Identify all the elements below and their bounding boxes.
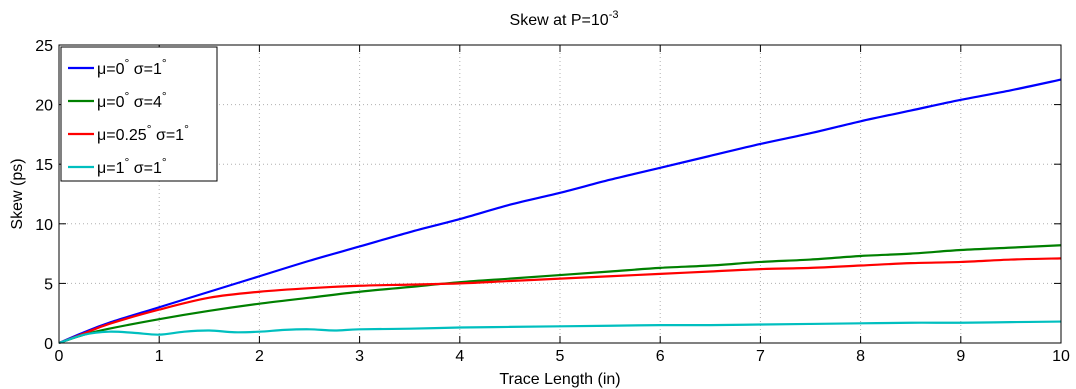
chart-title-main: Skew at P=10 <box>510 12 609 29</box>
y-axis-label: Skew (ps) <box>9 158 26 229</box>
series-lines <box>58 78 1062 345</box>
y-tick-label: 10 <box>35 217 53 234</box>
x-tick-label: 7 <box>756 348 765 365</box>
y-tick-label: 20 <box>35 98 53 115</box>
axis-ticks: 0 1 2 3 4 5 6 7 8 9 10 0 5 10 15 20 25 <box>35 38 1070 365</box>
x-tick-label: 4 <box>455 348 464 365</box>
x-tick-label: 10 <box>1052 348 1070 365</box>
x-tick-label: 9 <box>956 348 965 365</box>
legend-label-3: μ=0.25° σ=1° <box>97 122 189 144</box>
y-tick-label: 5 <box>44 276 53 293</box>
grid-lines <box>59 45 1061 343</box>
legend-label-1: μ=0° σ=1° <box>97 56 167 78</box>
legend-box <box>60 46 218 182</box>
series-line-3 <box>58 257 1062 345</box>
chart-title-exponent: -3 <box>609 9 619 21</box>
x-tick-label: 0 <box>55 348 64 365</box>
legend-label-4: μ=1° σ=1° <box>97 155 167 177</box>
x-tick-label: 2 <box>255 348 264 365</box>
series-line-2 <box>58 244 1062 345</box>
x-axis-label: Trace Length (in) <box>499 371 620 388</box>
x-tick-label: 1 <box>155 348 164 365</box>
x-tick-label: 3 <box>355 348 364 365</box>
chart-title: Skew at P=10-3 <box>510 9 619 29</box>
legend: μ=0° σ=1° μ=0° σ=4° μ=0.25° σ=1° μ=1° σ=1° <box>60 46 218 182</box>
x-tick-label: 6 <box>656 348 665 365</box>
y-tick-label: 0 <box>44 336 53 353</box>
legend-label-2: μ=0° σ=4° <box>97 89 167 111</box>
y-tick-label: 25 <box>35 38 53 55</box>
y-tick-label: 15 <box>35 157 53 174</box>
x-tick-label: 5 <box>556 348 565 365</box>
series-line-4 <box>58 320 1062 345</box>
series-line-1 <box>58 78 1062 345</box>
x-tick-label: 8 <box>856 348 865 365</box>
